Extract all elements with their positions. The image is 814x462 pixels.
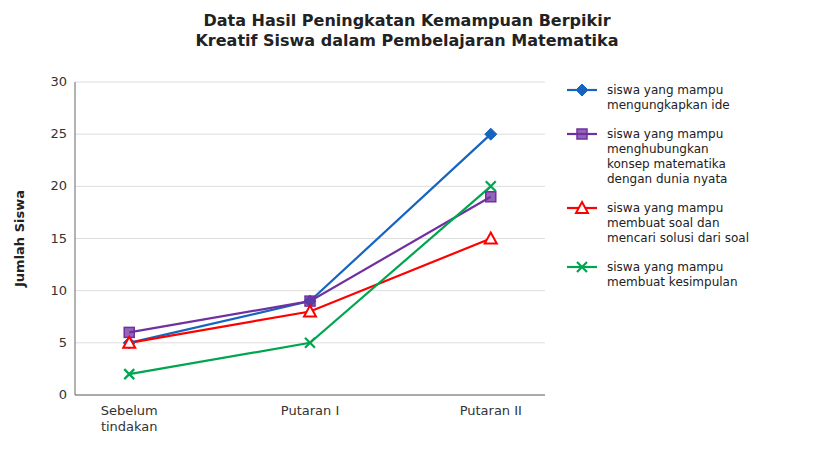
- legend: siswa yang mampumengungkapkan ide siswa y…: [567, 83, 749, 289]
- grid-line: [75, 238, 545, 239]
- grid-line: [75, 395, 545, 396]
- y-axis-label: Jumlah Siswa: [12, 190, 27, 288]
- legend-marker: [576, 84, 588, 96]
- legend-marker: [577, 262, 587, 272]
- data-point: [304, 306, 316, 317]
- grid-line: [75, 134, 545, 135]
- grid-line: [75, 290, 545, 291]
- legend-label: siswa yang mampumengungkapkan ide: [607, 83, 730, 112]
- data-point: [124, 369, 134, 379]
- legend-marker: [576, 202, 588, 213]
- x-tick-label: Putaran II: [460, 403, 522, 418]
- y-tick-label: 20: [50, 178, 67, 193]
- series-line: [129, 186, 491, 374]
- x-tick-label: Sebelumtindakan: [101, 403, 158, 434]
- data-point: [486, 181, 496, 191]
- y-axis: [75, 82, 76, 395]
- data-point: [485, 128, 497, 140]
- x-tick-label: Putaran I: [281, 403, 339, 418]
- y-tick-label: 5: [59, 335, 67, 350]
- title: Data Hasil Peningkatan Kemampuan Berpiki…: [195, 11, 618, 50]
- legend-label: siswa yang mampumembuat soal danmencari …: [607, 201, 749, 245]
- data-point: [123, 337, 135, 349]
- plot-area: [123, 128, 497, 379]
- grid-line: [75, 82, 545, 83]
- data-point: [123, 337, 135, 348]
- series-line: [129, 239, 491, 343]
- legend-label: siswa yang mampumenghubungkankonsep mate…: [607, 127, 727, 186]
- data-point: [485, 233, 497, 244]
- y-tick-label: 30: [50, 74, 67, 89]
- background: [0, 0, 814, 462]
- grid-line: [75, 186, 545, 187]
- y-tick-label: 15: [50, 231, 67, 246]
- data-point: [486, 192, 496, 202]
- series-line: [129, 134, 491, 343]
- data-point: [305, 338, 315, 348]
- chart: Data Hasil Peningkatan Kemampuan Berpiki…: [0, 0, 814, 462]
- legend-marker: [577, 129, 587, 139]
- series-line: [129, 197, 491, 333]
- x-axis: [75, 395, 545, 396]
- y-tick-label: 0: [59, 387, 67, 402]
- legend-label: siswa yang mampumembuat kesimpulan: [607, 260, 738, 289]
- y-tick-label: 10: [50, 283, 67, 298]
- y-tick-label: 25: [50, 126, 67, 141]
